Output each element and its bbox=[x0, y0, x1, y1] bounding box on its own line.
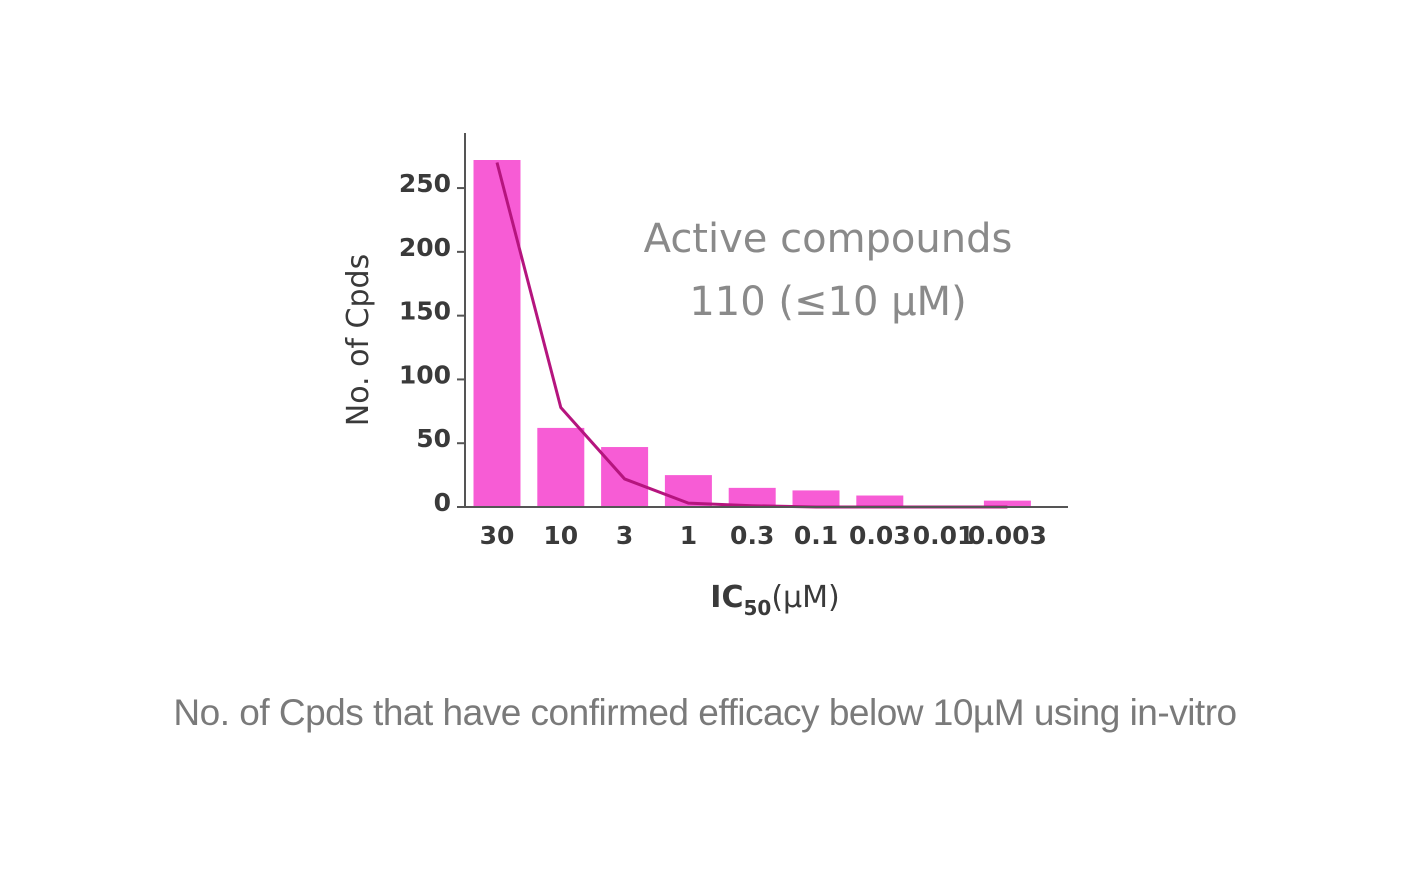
x-tick-label-0.003: 0.003 bbox=[968, 521, 1047, 550]
bars-group bbox=[473, 160, 1031, 507]
figure-caption: No. of Cpds that have confirmed efficacy… bbox=[173, 692, 1237, 733]
x-axis-label: IC50(µM) bbox=[710, 580, 839, 620]
y-tick-label-100: 100 bbox=[399, 360, 451, 389]
bar-0.03 bbox=[856, 495, 904, 507]
y-tick-label-250: 250 bbox=[399, 169, 451, 198]
bar-0.003 bbox=[983, 500, 1031, 507]
x-axis-label-unit: (µM) bbox=[771, 580, 839, 615]
x-tick-label-3: 3 bbox=[616, 521, 633, 550]
x-ticks-group: 30 10 3 1 0.3 0.1 0.03 0.010.003 bbox=[480, 521, 1047, 550]
x-tick-label-0.01: 0.01 bbox=[913, 521, 975, 550]
annotation-line-1: Active compounds bbox=[644, 216, 1013, 262]
x-tick-label-0.03: 0.03 bbox=[849, 521, 911, 550]
bar-30 bbox=[473, 160, 521, 507]
ic50-histogram-chart: 0 50 100 150 200 250 30 10 3 1 0.3 0.1 0.03 0.010.00… bbox=[341, 133, 1068, 620]
annotation-line-2: 110 (≤10 µM) bbox=[689, 279, 966, 325]
x-tick-label-0.3: 0.3 bbox=[730, 521, 774, 550]
y-axis-label: No. of Cpds bbox=[341, 254, 376, 426]
y-tick-label-200: 200 bbox=[399, 233, 451, 262]
y-ticks-group: 0 50 100 150 200 250 bbox=[399, 169, 465, 517]
y-tick-label-150: 150 bbox=[399, 297, 451, 326]
x-axis-label-main: IC bbox=[710, 580, 743, 615]
x-tick-label-30: 30 bbox=[480, 521, 515, 550]
x-tick-label-10: 10 bbox=[543, 521, 578, 550]
x-axis-label-subscript: 50 bbox=[743, 596, 771, 620]
bar-10 bbox=[537, 427, 585, 507]
bar-0.3 bbox=[728, 487, 776, 507]
y-tick-label-0: 0 bbox=[434, 488, 451, 517]
bar-0.1 bbox=[792, 490, 840, 507]
x-tick-label-0.1: 0.1 bbox=[794, 521, 838, 550]
y-tick-label-50: 50 bbox=[416, 424, 451, 453]
x-tick-label-1: 1 bbox=[680, 521, 697, 550]
